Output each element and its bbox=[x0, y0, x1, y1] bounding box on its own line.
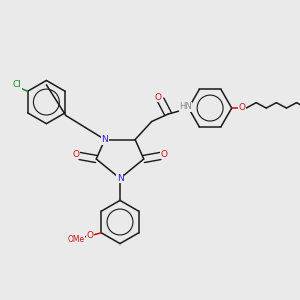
Text: O: O bbox=[160, 150, 167, 159]
Text: N: N bbox=[101, 135, 108, 144]
Text: O: O bbox=[155, 93, 162, 102]
Text: N: N bbox=[117, 174, 123, 183]
Text: OMe: OMe bbox=[68, 235, 85, 244]
Text: O: O bbox=[86, 231, 93, 240]
Text: O: O bbox=[73, 150, 80, 159]
Text: O: O bbox=[239, 103, 246, 112]
Text: HN: HN bbox=[179, 102, 192, 111]
Text: Cl: Cl bbox=[12, 80, 21, 89]
